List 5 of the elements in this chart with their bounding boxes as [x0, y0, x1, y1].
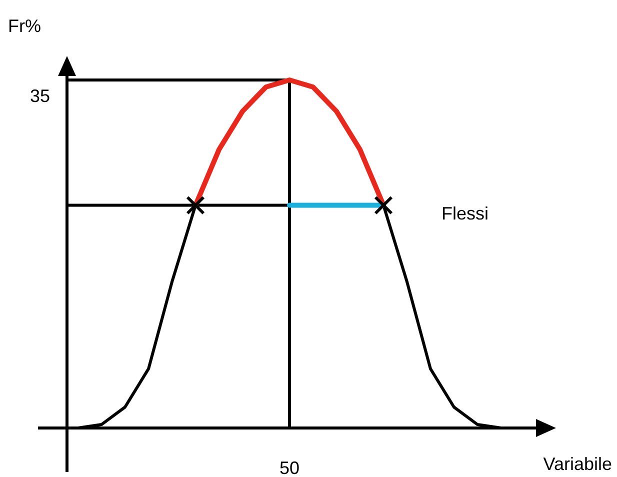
y-axis-title: Fr% [8, 16, 41, 36]
text: 50 [279, 458, 300, 477]
x-axis-title: Variabile [543, 454, 612, 474]
annotation: Flessi [442, 203, 489, 224]
text: 35 [30, 86, 50, 106]
